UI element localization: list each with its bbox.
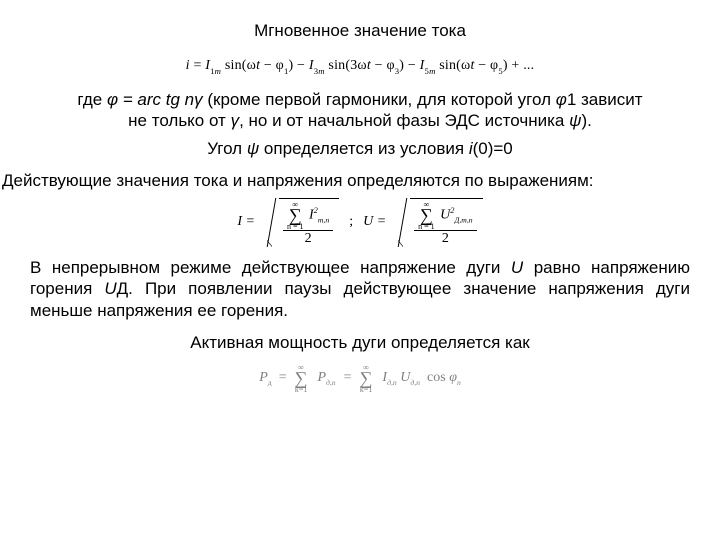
line-power-intro: Активная мощность дуги определяется как: [0, 332, 720, 354]
line-rms-intro: Действующие значения тока и напряжения о…: [0, 170, 720, 192]
formula-power: Pд = ∞ ∑ k=1 Pд,n = ∞ ∑ k=1 Iд,n Uд,n co…: [0, 364, 720, 394]
page-root: Мгновенное значение тока i = I1m sin(ωt …: [0, 0, 720, 540]
line-psi-condition: Угол ψ определяется из условия i(0)=0: [0, 138, 720, 160]
para-phi-definition-l1: где φ = arc tg nγ (кроме первой гармоник…: [0, 89, 720, 111]
para-phi-definition-l2: не только от γ, но и от начальной фазы Э…: [0, 110, 720, 132]
para-continuous-mode: В непрерывном режиме действующее напряже…: [0, 257, 720, 322]
rms-lhs-i: I =: [237, 214, 257, 230]
sqrt-icon: ∞ ∑ n = 1 I2m,n 2: [267, 198, 339, 247]
title: Мгновенное значение тока: [0, 20, 720, 42]
rms-lhs-u: U =: [363, 214, 388, 230]
formula-instant-current: i = I1m sin(ωt − φ1) − I3m sin(3ωt − φ3)…: [0, 56, 720, 75]
sqrt-icon: ∞ ∑ n = 1 U2Д,m,n 2: [398, 198, 482, 247]
formula-rms: I = ∞ ∑ n = 1 I2m,n 2: [0, 198, 720, 247]
rms-separator: ;: [349, 214, 353, 230]
